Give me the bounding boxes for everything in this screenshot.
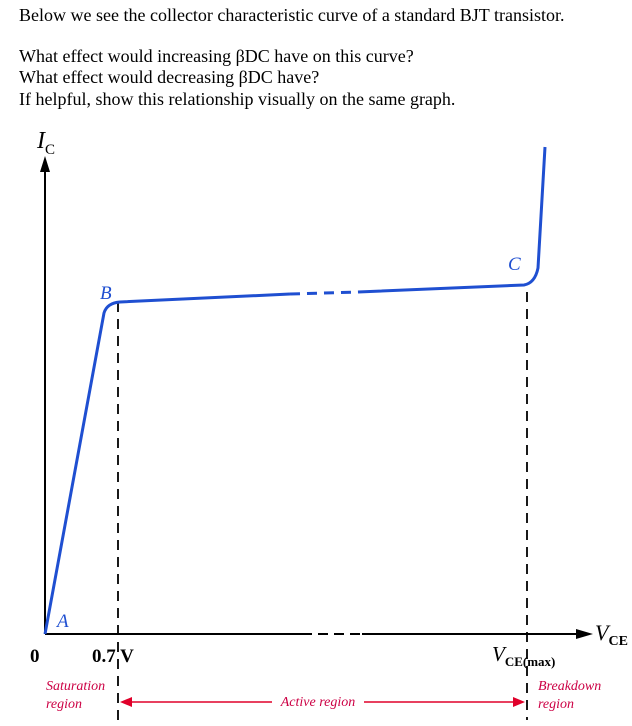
active-region-arrowhead-left [120,697,132,707]
y-axis-label: IC [36,128,55,158]
collector-curve [43,292,291,635]
x-axis-label-main: V [595,620,611,645]
collector-curve-dashed-segment [289,290,359,296]
x-axis-label: VCE [595,620,628,649]
x-axis-arrowhead [576,629,593,639]
vce-max-label-sub: CE(max) [505,654,556,669]
saturation-region-line1: Saturation [46,679,105,694]
saturation-region-label: Saturation region [46,679,109,712]
active-region-label: Active region [280,695,356,710]
point-c-label: C [508,254,521,275]
y-axis-arrowhead [40,156,50,172]
question-show-visually: If helpful, show this relationship visua… [19,89,456,109]
point-b-label: B [100,283,112,304]
vce-max-label: VCE(max) [492,642,555,669]
y-axis-label-main: I [36,128,46,154]
y-axis-label-sub: C [45,142,55,158]
point-a-label: A [55,611,69,632]
x-axis-label-sub: CE [608,634,627,649]
vce-max-label-main: V [492,642,507,666]
question-decrease-beta: What effect would decreasing βDC have? [19,67,320,87]
breakdown-region-line1: Breakdown [538,679,601,694]
active-region-arrowhead-right [513,697,525,707]
question-intro: Below we see the collector characteristi… [19,5,565,25]
collector-curve-breakdown [357,146,547,294]
question-increase-beta: What effect would increasing βDC have on… [19,46,414,66]
breakdown-region-label: Breakdown region [538,679,605,712]
breakdown-region-line2: region [538,697,574,712]
tick-label-0.7v: 0.7 V [92,646,134,667]
origin-label: 0 [30,646,40,667]
saturation-region-line2: region [46,697,82,712]
